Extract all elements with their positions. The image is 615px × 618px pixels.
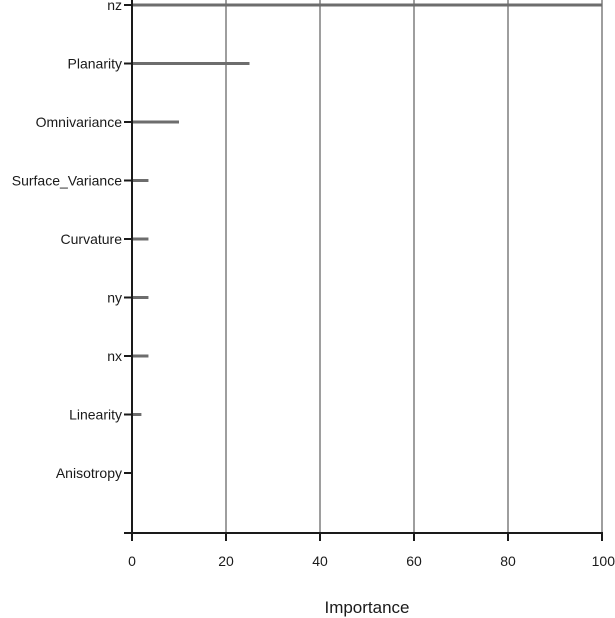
x-tick-label: 0 xyxy=(128,553,136,569)
x-tick-label: 100 xyxy=(592,553,615,569)
category-label: Linearity xyxy=(69,407,122,423)
axes xyxy=(124,0,603,541)
category-label: Surface_Variance xyxy=(12,173,122,189)
labels: nz Planarity Omnivariance Surface_Variance C… xyxy=(12,0,615,569)
x-axis-title: Importance xyxy=(324,598,409,617)
category-label: ny xyxy=(107,290,122,306)
category-label: Omnivariance xyxy=(36,114,123,130)
x-tick-label: 40 xyxy=(312,553,328,569)
x-tick-label: 60 xyxy=(406,553,422,569)
gridlines xyxy=(225,0,603,533)
x-tick-label: 80 xyxy=(500,553,516,569)
category-label: Curvature xyxy=(61,231,123,247)
x-tick-label: 20 xyxy=(218,553,234,569)
category-label: Anisotropy xyxy=(56,465,122,481)
bars xyxy=(132,3,602,416)
category-label: Planarity xyxy=(68,56,122,72)
category-label: nz xyxy=(107,0,122,13)
category-label: nx xyxy=(107,348,122,364)
